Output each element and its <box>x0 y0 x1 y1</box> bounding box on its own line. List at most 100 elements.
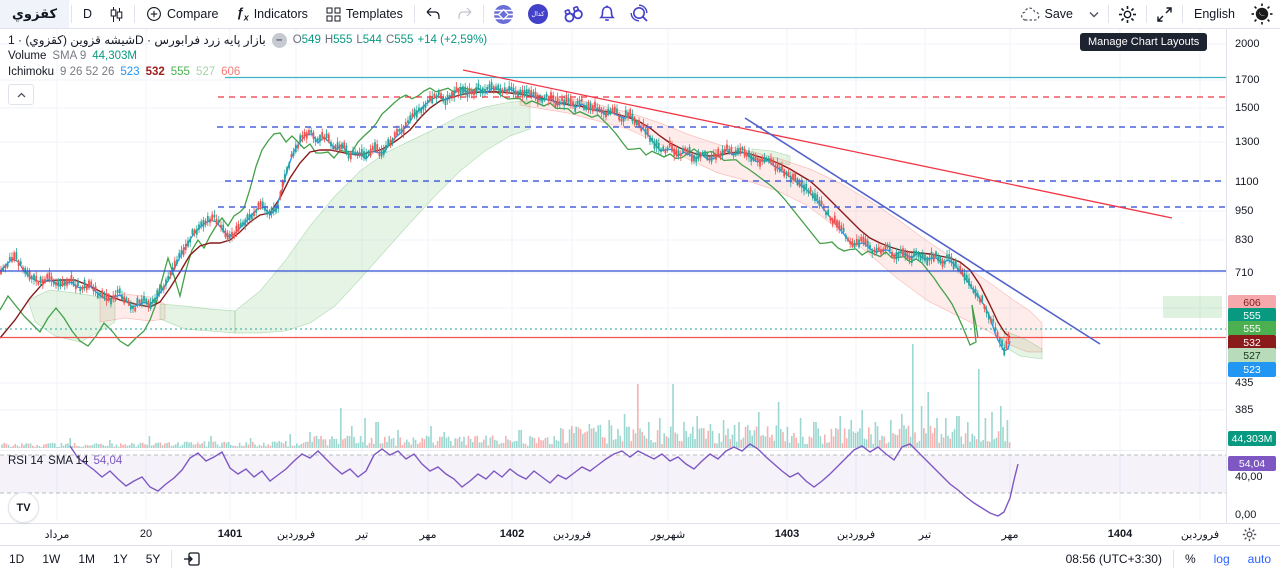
redo-button[interactable] <box>449 0 481 28</box>
change-value: +14 (+2,59%) <box>417 34 488 46</box>
separator <box>1146 5 1147 23</box>
rsi-value: 54,04 <box>93 455 123 467</box>
time-tick: فروردین <box>836 529 876 541</box>
top-toolbar: كقزوي D Compare <box>0 0 1280 29</box>
range-1y-button[interactable]: 1Y <box>113 552 128 566</box>
language-button[interactable]: English <box>1194 7 1235 21</box>
time-tick: مهر <box>1001 529 1019 541</box>
auto-scale-button[interactable]: auto <box>1247 552 1271 566</box>
striped-sphere-icon <box>493 4 513 24</box>
price-tick: 2000 <box>1235 38 1260 50</box>
time-tick: تیر <box>918 529 932 541</box>
range-1m-button[interactable]: 1M <box>78 552 96 566</box>
price-badge: 44,303M <box>1228 431 1276 446</box>
symbol-button[interactable]: كقزوي <box>0 0 69 28</box>
time-tick: مرداد <box>44 529 70 541</box>
redo-icon <box>458 7 472 19</box>
gear-icon <box>1242 527 1257 542</box>
chart-type-button[interactable] <box>101 0 132 28</box>
templates-button[interactable]: Templates <box>317 0 412 28</box>
tenkan-value: 523 <box>120 66 140 78</box>
price-tick: 830 <box>1235 234 1254 246</box>
interval-button[interactable]: D <box>83 7 93 21</box>
rsi-badge: 54,04 <box>1228 456 1276 471</box>
codal-button[interactable]: كدال <box>521 0 555 28</box>
separator <box>1172 550 1174 568</box>
save-label: Save <box>1044 7 1074 21</box>
time-tick: 1403 <box>774 528 800 540</box>
manage-layouts-tooltip: Manage Chart Layouts <box>1080 33 1208 51</box>
compare-button[interactable]: Compare <box>137 0 227 28</box>
clock-label[interactable]: 08:56 (UTC+3:30) <box>1065 552 1162 566</box>
price-tick: 435 <box>1235 377 1254 389</box>
tradingview-logo[interactable]: TV <box>8 492 39 523</box>
time-tick: 1402 <box>499 528 525 540</box>
price-badge: 527 <box>1228 348 1276 363</box>
time-axis[interactable]: مرداد 20 1401 فروردین تیر مهر 1402 فروردین شهریو… <box>0 523 1280 546</box>
senkou-b-value: 606 <box>221 66 241 78</box>
screener-button[interactable] <box>623 0 657 28</box>
price-badge: 523 <box>1228 362 1276 377</box>
indicators-button[interactable]: ƒx Indicators <box>227 0 316 28</box>
price-tick: 950 <box>1235 205 1254 217</box>
bell-icon <box>598 5 615 21</box>
separator <box>1108 5 1109 23</box>
rsi-legend-row[interactable]: RSI 14 SMA 14 54,04 <box>8 455 122 467</box>
volume-legend-row[interactable]: Volume SMA 9 44,303M <box>8 49 487 64</box>
save-button[interactable]: Save <box>1011 0 1083 28</box>
legend-collapse-button[interactable] <box>8 84 34 105</box>
volume-sma-label: SMA 9 <box>52 50 87 62</box>
time-tick: فروردین <box>276 529 316 541</box>
price-tick: 710 <box>1235 267 1254 279</box>
goto-date-button[interactable] <box>174 546 210 571</box>
bottom-toolbar: 1D 1W 1M 1Y 5Y 08:56 (UTC+3:30) % log au… <box>0 545 1280 571</box>
ichimoku-params: 9 26 52 26 <box>60 66 115 78</box>
price-axis[interactable]: 2000 1700 1500 1300 1100 950 830 710 435 385 606 55… <box>1226 28 1280 545</box>
save-menu-button[interactable] <box>1082 0 1106 28</box>
alerts-button[interactable] <box>591 0 623 28</box>
range-1d-button[interactable]: 1D <box>9 552 25 566</box>
time-tick: تیر <box>355 529 369 541</box>
codal-icon: كدال <box>527 4 548 24</box>
rsi-label: RSI 14 <box>8 455 44 467</box>
axis-settings-button[interactable] <box>1242 527 1257 542</box>
chart-legend: شيشه قزوين (كقزوي) · 1D · بازار پايه زرد… <box>8 33 487 81</box>
fx-icon: ƒx <box>236 5 249 23</box>
compare-plus-icon <box>147 7 161 21</box>
chart-pane[interactable] <box>0 28 1226 523</box>
separator <box>413 5 415 23</box>
market-sphere-button[interactable] <box>486 0 521 28</box>
theme-toggle-button[interactable] <box>1244 0 1280 28</box>
templates-grid-icon <box>326 7 341 21</box>
hide-series-button[interactable]: – <box>271 33 287 48</box>
range-1w-button[interactable]: 1W <box>42 552 61 566</box>
undo-icon <box>426 7 440 19</box>
watch-button[interactable] <box>555 0 591 28</box>
percent-scale-button[interactable]: % <box>1184 552 1196 566</box>
senkou-a-value: 527 <box>195 66 216 78</box>
candlestick-icon <box>110 6 123 22</box>
chikou-value: 555 <box>170 66 190 78</box>
time-tick: فروردین <box>552 529 592 541</box>
log-scale-button[interactable]: log <box>1213 552 1230 566</box>
undo-button[interactable] <box>417 0 449 28</box>
chart-settings-button[interactable] <box>1111 0 1144 28</box>
price-badge: 532 <box>1228 335 1276 350</box>
symbol-legend-row[interactable]: شيشه قزوين (كقزوي) · 1D · بازار پايه زرد… <box>8 33 487 48</box>
chart-canvas[interactable] <box>0 28 1226 523</box>
separator <box>171 550 173 568</box>
fullscreen-button[interactable] <box>1149 0 1180 28</box>
price-badge: 555 <box>1228 308 1276 323</box>
range-5y-button[interactable]: 5Y <box>145 552 161 566</box>
rsi-tick: 0,00 <box>1235 509 1257 521</box>
time-tick: فروردین <box>1180 529 1220 541</box>
ichimoku-label: Ichimoku <box>8 66 55 78</box>
ichimoku-legend-row[interactable]: Ichimoku 9 26 52 26 523 532 555 527 606 <box>8 65 487 80</box>
time-tick: 1404 <box>1107 528 1133 540</box>
compare-label: Compare <box>167 7 219 21</box>
fullscreen-icon <box>1157 6 1172 22</box>
price-tick: 1100 <box>1235 176 1259 188</box>
time-tick: مهر <box>419 529 437 541</box>
price-tick: 1300 <box>1235 136 1260 148</box>
